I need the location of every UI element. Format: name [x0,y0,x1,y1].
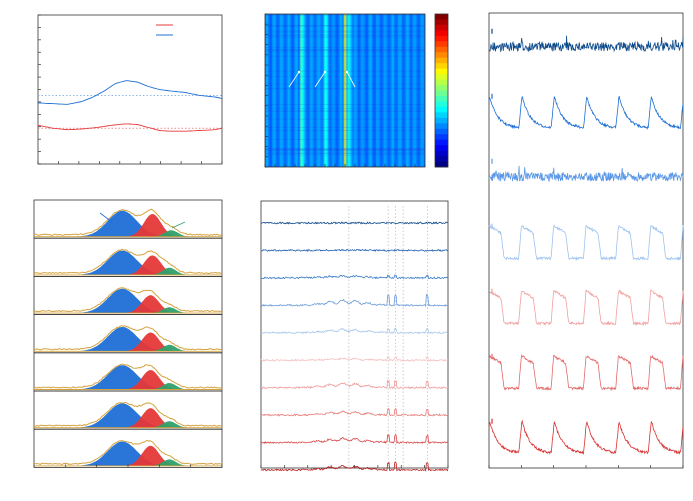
spectra-frame [260,200,449,469]
peak-fit-panel [33,199,223,468]
annotation-arrow [99,212,113,223]
colorbar-cell [435,161,448,168]
colorbar-cell [435,85,448,91]
series-line-1 [37,80,223,105]
annotation-arrow [346,71,356,88]
spectrum-line-10 [260,461,449,472]
fitted-peak-3 [34,344,222,352]
fitted-peak-3 [34,421,222,428]
series-line-2 [37,123,223,132]
trace-line-7 [488,419,684,455]
fitted-peak-1 [34,403,222,428]
colorbar-cell [435,145,448,152]
heatmap-image [265,14,425,167]
colorbar-cell [435,74,448,80]
trace-line-3 [488,165,684,182]
fitted-peak-1 [34,441,222,466]
spectrum-line-8 [260,407,449,417]
colorbar-cell [435,123,448,130]
arrow-head [297,70,301,74]
colorbar-cell [435,30,448,37]
fitted-peak-1 [34,210,222,237]
envelope-line [33,401,223,427]
spectrum-line-7 [260,379,449,390]
traces-panel [488,12,684,469]
trace-line-5 [489,289,684,326]
spectra-panel [260,200,449,472]
fitted-peak-3 [34,307,222,314]
colorbar-cell [435,134,448,141]
fitted-peak-3 [34,459,222,466]
trace-line-1 [488,35,684,53]
annotation-arrow [171,221,186,229]
line-chart-frame [37,14,223,165]
spectrum-line-2 [260,248,449,253]
colorbar-cell [435,112,448,119]
fitted-peak-1 [34,250,222,275]
heatmap-panel [264,13,449,168]
arrow-head [345,70,349,74]
envelope-line [33,325,223,351]
colorbar-cell [435,52,448,59]
fitted-peak-3 [34,383,222,390]
colorbar-cell [435,101,448,108]
colorbar-cell [435,35,448,42]
colorbar-frame [434,13,449,168]
envelope-line [33,439,223,466]
fitted-peak-1 [34,365,222,390]
colorbar-cell [435,57,448,64]
colorbar-cell [435,19,448,26]
fitted-peak-3 [34,267,222,275]
spectrum-line-3 [260,274,449,280]
spectrum-line-5 [260,327,449,335]
colorbar-cell [435,24,448,31]
spectrum-line-4 [260,293,449,308]
colorbar-cell [435,128,448,135]
trace-line-2 [488,95,684,130]
colorbar-cell [435,90,448,97]
peak-row-frame [33,428,223,468]
colorbar-cell [435,156,448,162]
colorbar-cell [435,68,448,75]
arrow-head [323,70,327,74]
envelope-line [33,363,223,389]
annotation-arrow [288,71,300,88]
spectrum-line-6 [260,355,449,362]
envelope-line [33,287,223,313]
colorbar-cell [435,46,448,53]
traces-frame [488,12,684,469]
envelope-line [33,208,223,236]
colorbar-cell [435,106,448,113]
colorbar-cell [435,79,448,86]
spectrum-line-1 [260,221,449,225]
envelope-line [33,248,223,274]
trace-line-6 [488,353,684,392]
colorbar-cell [435,139,448,146]
fitted-peak-1 [34,327,222,352]
colorbar-cell [435,117,448,124]
colorbar-cell [435,150,448,157]
fitted-peak-3 [34,230,222,237]
line-chart-panel [37,14,223,165]
trace-line-4 [488,224,684,262]
colorbar-cell [435,95,448,102]
annotation-arrow [314,71,326,88]
spectrum-line-9 [260,434,449,445]
fitted-peak-1 [34,288,222,314]
colorbar-cell [435,14,448,20]
colorbar-cell [435,63,448,70]
colorbar-cell [435,41,448,48]
